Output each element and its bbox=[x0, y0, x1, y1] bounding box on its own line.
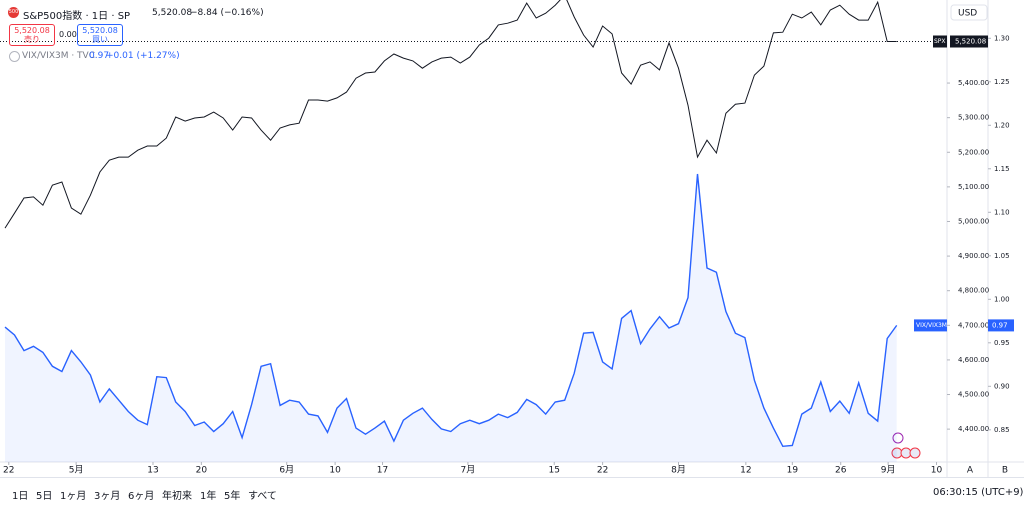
last-tag bbox=[914, 319, 947, 332]
x-tick-label: 15 bbox=[549, 466, 560, 476]
x-tick-label: 6月 bbox=[279, 465, 294, 476]
y-tick-label: 4,700.00 bbox=[958, 321, 989, 329]
range-button[interactable]: 5年 bbox=[224, 491, 241, 502]
currency-button[interactable] bbox=[950, 4, 988, 21]
compare-last: 0.97 bbox=[89, 51, 110, 61]
event-icons[interactable] bbox=[891, 432, 921, 459]
sell-price: 5,520.08 bbox=[14, 26, 50, 35]
y2-tick-label: 1.20 bbox=[994, 121, 1010, 129]
range-button[interactable]: 1ヶ月 bbox=[60, 491, 87, 502]
range-button[interactable]: 1年 bbox=[200, 491, 217, 502]
y-tick-label: 5,200.00 bbox=[958, 148, 989, 156]
x-tick-label: 26 bbox=[835, 466, 847, 476]
y2-tick-label: 0.95 bbox=[994, 339, 1010, 347]
x-tick-label: 22 bbox=[597, 466, 608, 476]
symbol-icon: 500 bbox=[8, 7, 19, 18]
y2-tick-label: 1.15 bbox=[994, 165, 1010, 173]
compare-change: +0.01 (+1.27%) bbox=[106, 51, 180, 61]
buy-label: 買い bbox=[92, 35, 108, 44]
range-button[interactable]: 5日 bbox=[36, 491, 53, 502]
currency: USD bbox=[958, 9, 977, 19]
range-button[interactable]: 年初来 bbox=[162, 491, 192, 502]
x-tick-label: 8月 bbox=[671, 465, 686, 476]
x-tick-label: 10 bbox=[329, 466, 341, 476]
sell-label: 売り bbox=[24, 35, 40, 44]
y-tick-label: 4,600.00 bbox=[958, 356, 989, 364]
y2-tick-label: 1.10 bbox=[994, 208, 1010, 216]
area bbox=[4, 174, 897, 462]
last-tag bbox=[933, 35, 947, 48]
range-button[interactable]: すべて bbox=[248, 491, 277, 502]
y2-tick-label: 1.30 bbox=[994, 34, 1010, 42]
last-tag-value: 5,520.08 bbox=[955, 38, 986, 46]
change: −8.84 (−0.16%) bbox=[190, 8, 264, 18]
x-tick-label: 13 bbox=[147, 466, 158, 476]
y2-tick-label: 1.05 bbox=[994, 252, 1010, 260]
y-tick-label: 4,400.00 bbox=[958, 425, 989, 433]
y-tick-label: 5,000.00 bbox=[958, 217, 989, 225]
range-button[interactable]: 3ヶ月 bbox=[94, 491, 121, 502]
y2-tick-label: 1.00 bbox=[994, 295, 1010, 303]
x-tick-label: 7月 bbox=[461, 465, 476, 476]
pane-label: A bbox=[967, 466, 974, 476]
x-tick-label: 22 bbox=[3, 466, 14, 476]
line bbox=[4, 173, 898, 448]
y-tick-label: 5,100.00 bbox=[958, 183, 989, 191]
compare-title[interactable]: VIX/VIX3M · TVC bbox=[22, 51, 95, 61]
y-tick-label: 5,300.00 bbox=[958, 114, 989, 122]
sell-button[interactable]: 5,520.08 売り bbox=[9, 24, 55, 46]
buy-button[interactable]: 5,520.08 買い bbox=[77, 24, 123, 46]
x-tick-label: 17 bbox=[377, 466, 388, 476]
last-tag-name: SPX bbox=[934, 38, 946, 45]
y2-tick-label: 0.85 bbox=[994, 426, 1010, 434]
chart: USD A B 22 5月 13 20 6月 10 17 7月 15 22 8月 12 19 26 9月 10… bbox=[0, 0, 1024, 477]
last-tag bbox=[950, 35, 988, 48]
clock: 06:30:15 (UTC+9) bbox=[933, 487, 1024, 498]
last-tag-value: 0.97 bbox=[992, 321, 1008, 329]
symbol-title[interactable]: S&P500指数 · 1日 · SP bbox=[23, 11, 131, 22]
y-tick-label: 4,500.00 bbox=[958, 391, 989, 399]
x-tick-label: 5月 bbox=[69, 465, 84, 476]
x-tick-label: 9月 bbox=[881, 465, 896, 476]
y2-tick-label: 0.90 bbox=[994, 382, 1010, 390]
range-button[interactable]: 6ヶ月 bbox=[128, 491, 155, 502]
y-tick-label: 4,900.00 bbox=[958, 252, 989, 260]
y-tick-label: 4,800.00 bbox=[958, 287, 989, 295]
last-price: 5,520.08 bbox=[152, 8, 193, 18]
x-tick-label: 19 bbox=[787, 466, 799, 476]
compare-icon bbox=[9, 51, 20, 62]
y-tick-label: 5,400.00 bbox=[958, 79, 989, 87]
line bbox=[4, 0, 897, 229]
buy-price: 5,520.08 bbox=[82, 26, 118, 35]
spread: 0.00 bbox=[59, 30, 77, 39]
toolbar: 06:30:15 (UTC+9) 1日 5日 1ヶ月 3ヶ月 6ヶ月 年初来 1年 5年 すべて bbox=[0, 477, 1024, 508]
range-button[interactable]: 1日 bbox=[12, 491, 29, 502]
x-tick-label: 12 bbox=[740, 466, 751, 476]
pane-label: B bbox=[1002, 466, 1008, 476]
x-tick-label: 10 bbox=[931, 466, 943, 476]
x-tick-label: 20 bbox=[196, 466, 208, 476]
y2-tick-label: 1.25 bbox=[994, 78, 1010, 86]
last-tag-name: VIX/VIX3M bbox=[916, 322, 947, 329]
plot bbox=[4, 0, 898, 462]
last-tag bbox=[988, 319, 1014, 332]
